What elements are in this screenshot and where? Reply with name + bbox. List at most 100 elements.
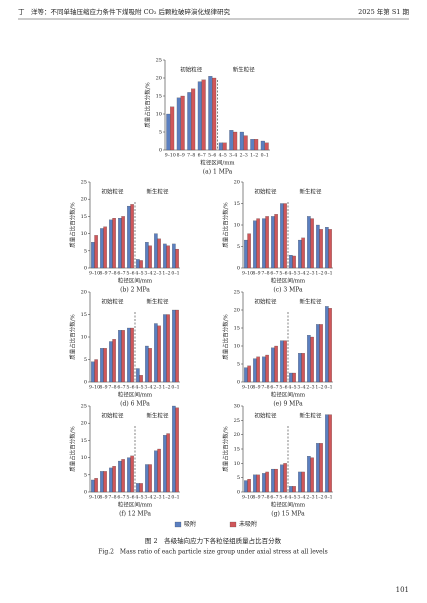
- bar: [218, 142, 223, 151]
- bar: [166, 314, 170, 383]
- chart-caption: (c) 3 MPa: [273, 287, 303, 294]
- bar: [109, 467, 113, 493]
- x-tick-label: 3–4: [144, 385, 152, 391]
- bar: [166, 433, 170, 493]
- bar: [118, 218, 122, 269]
- annotation: 新生粒径: [233, 66, 256, 74]
- y-tick-label: 0: [159, 148, 162, 154]
- x-axis-label: 粒径区间/mm: [118, 277, 153, 285]
- bar: [176, 97, 181, 151]
- x-tick-label: 8–9: [252, 385, 260, 391]
- bar: [262, 218, 266, 269]
- bar: [118, 460, 122, 493]
- y-tick-label: 25: [81, 180, 87, 186]
- x-tick-label: 9–10: [242, 271, 253, 277]
- x-tick-label: 7–8: [108, 495, 116, 501]
- y-tick-label: 5: [237, 362, 240, 368]
- y-axis-label: 质量占比百分数/%: [222, 202, 230, 248]
- bar: [100, 228, 104, 269]
- bar: [166, 245, 170, 269]
- bar: [310, 218, 314, 269]
- x-tick-label: 5–6: [279, 385, 287, 391]
- y-tick-label: 15: [234, 201, 240, 207]
- bar: [298, 471, 302, 493]
- bar: [283, 340, 287, 383]
- x-tick-label: 3–4: [297, 495, 305, 501]
- bar: [154, 323, 158, 383]
- bar: [298, 239, 302, 269]
- bar: [103, 471, 107, 493]
- y-tick-label: 0: [84, 266, 87, 272]
- bar: [256, 474, 260, 493]
- x-tick-label: 9–10: [89, 385, 100, 391]
- y-tick-label: 5: [84, 248, 87, 254]
- x-tick-label: 3–4: [229, 153, 237, 159]
- x-tick-label: 0–1: [171, 271, 179, 277]
- x-tick-label: 0–1: [324, 495, 332, 501]
- x-tick-label: 0–1: [171, 385, 179, 391]
- bar: [244, 367, 248, 383]
- x-tick-label: 2–3: [153, 271, 161, 277]
- bar: [197, 81, 202, 151]
- x-tick-label: 4–5: [135, 385, 143, 391]
- bar: [262, 473, 266, 493]
- x-tick-label: 1–2: [250, 153, 258, 159]
- x-axis-label: 粒径区间/mm: [271, 391, 306, 399]
- y-tick-label: 0: [84, 490, 87, 496]
- x-tick-label: 8–9: [99, 385, 107, 391]
- bar: [172, 309, 176, 383]
- bar: [256, 218, 260, 269]
- legend-swatch: [229, 521, 237, 528]
- bar: [271, 347, 275, 383]
- bar: [265, 216, 269, 269]
- bar: [91, 361, 95, 383]
- annotation: 新生粒径: [299, 298, 322, 306]
- bar: [253, 474, 257, 493]
- x-tick-label: 3–4: [144, 495, 152, 501]
- bar: [130, 327, 134, 383]
- bar: [109, 341, 113, 383]
- bar: [307, 335, 311, 383]
- y-tick-label: 15: [81, 438, 87, 444]
- bar: [170, 106, 175, 151]
- x-tick-label: 1–2: [315, 495, 323, 501]
- y-tick-label: 20: [81, 421, 87, 427]
- bar: [130, 455, 134, 493]
- x-tick-label: 4–5: [135, 271, 143, 277]
- bar: [328, 414, 332, 493]
- annotation: 新生粒径: [299, 188, 322, 196]
- annotation: 初始粒径: [101, 188, 124, 196]
- bar: [148, 348, 152, 383]
- x-tick-label: 2–3: [306, 495, 314, 501]
- bar: [139, 260, 143, 269]
- bar: [307, 456, 311, 493]
- bar: [283, 463, 287, 493]
- legend-swatch: [174, 521, 182, 528]
- bar: [262, 356, 266, 383]
- y-axis-label: 质量占比百分数/%: [69, 202, 77, 248]
- bar: [208, 76, 213, 151]
- bar: [121, 459, 125, 493]
- bar: [121, 330, 125, 383]
- x-tick-label: 4–5: [288, 385, 296, 391]
- bar: [118, 330, 122, 383]
- bar: [319, 229, 323, 269]
- bar: [175, 309, 179, 383]
- bar: [254, 139, 259, 151]
- bar: [212, 77, 217, 151]
- y-tick-label: 20: [234, 180, 240, 186]
- x-tick-label: 7–8: [108, 385, 116, 391]
- x-tick-label: 2–3: [306, 271, 314, 277]
- x-tick-label: 8–9: [252, 495, 260, 501]
- y-tick-label: 15: [81, 214, 87, 220]
- x-axis-label: 粒径区间/mm: [271, 277, 306, 285]
- y-tick-label: 25: [234, 290, 240, 296]
- bar: [316, 443, 320, 493]
- x-tick-label: 4–5: [135, 495, 143, 501]
- y-axis-label: 质量占比百分数/%: [69, 314, 77, 360]
- bar: [103, 348, 107, 383]
- x-axis-label: 粒径区间/mm: [118, 501, 153, 509]
- bar: [94, 478, 98, 493]
- bar: [310, 336, 314, 383]
- bar: [229, 130, 234, 151]
